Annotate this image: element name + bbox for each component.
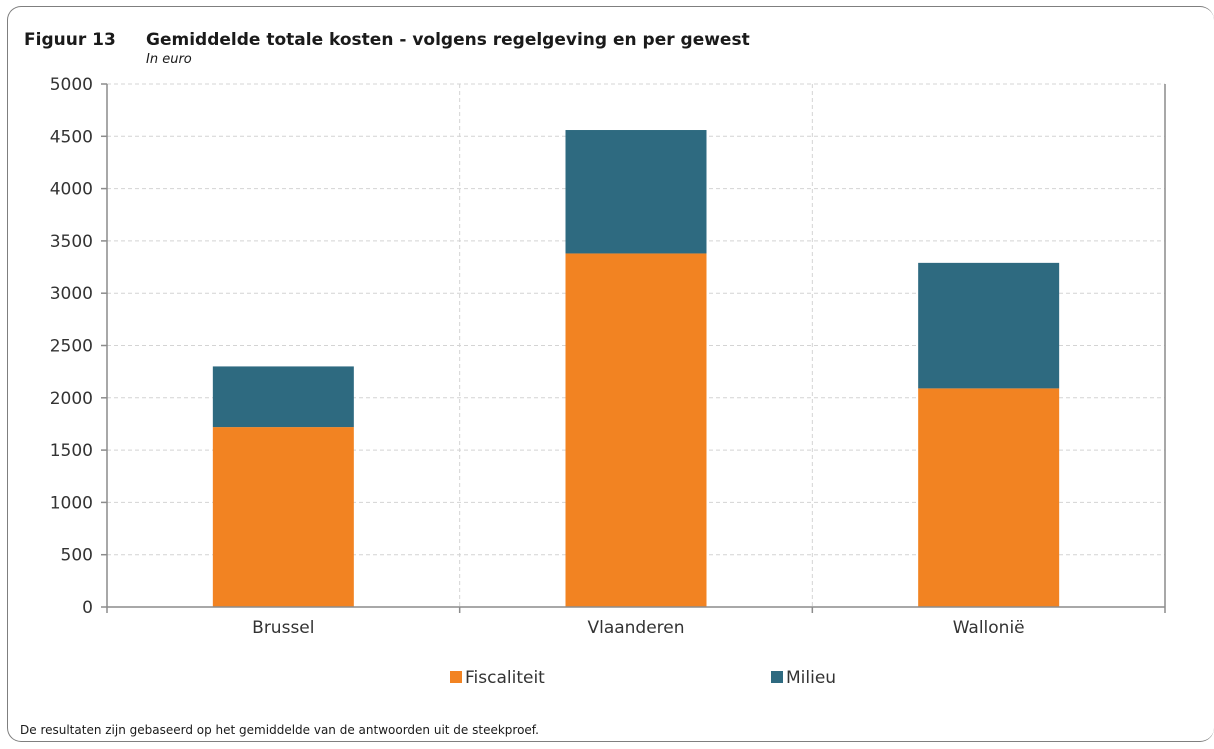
bars-group (212, 130, 1060, 607)
y-tick-label: 4000 (50, 180, 93, 200)
y-tick-label: 1000 (50, 493, 93, 513)
bar-milieu-2 (918, 262, 1060, 389)
legend-item-milieu: Milieu (771, 668, 836, 688)
y-tick-label: 2500 (50, 337, 93, 357)
y-tick-label: 1500 (50, 441, 93, 461)
y-tick-label: 5000 (50, 75, 93, 95)
x-tick-labels: Brussel Vlaanderen Wallonië (252, 618, 1024, 638)
x-tick-label: Vlaanderen (587, 618, 684, 638)
legend-swatch (450, 671, 462, 683)
axes-group (101, 83, 1166, 613)
legend: Fiscaliteit Milieu (450, 668, 836, 688)
figure-frame (7, 6, 1214, 742)
bar-fiscaliteit-2 (918, 388, 1060, 607)
y-tick-label: 0 (82, 598, 93, 618)
y-tick-labels: 0 500 1000 1500 2000 2500 3000 3500 4000 4500 5000 (50, 75, 93, 618)
y-tick-label: 500 (61, 546, 93, 566)
x-tick-label: Wallonië (953, 618, 1025, 638)
figure-label: Figuur 13 (24, 30, 116, 50)
legend-label: Milieu (786, 668, 836, 688)
y-tick-label: 3500 (50, 232, 93, 252)
y-tick-label: 4500 (50, 127, 93, 147)
y-tick-label: 3000 (50, 284, 93, 304)
bar-fiscaliteit-0 (212, 427, 354, 607)
bar-milieu-0 (212, 366, 354, 428)
legend-label: Fiscaliteit (465, 668, 545, 688)
y-tick-label: 2000 (50, 389, 93, 409)
footnote: De resultaten zijn gebaseerd op het gemi… (20, 723, 539, 737)
legend-swatch (771, 671, 783, 683)
bar-milieu-1 (565, 130, 707, 254)
chart-subtitle: In euro (146, 52, 192, 67)
legend-item-fiscaliteit: Fiscaliteit (450, 668, 545, 688)
x-tick-label: Brussel (252, 618, 314, 638)
chart-title: Gemiddelde totale kosten - volgens regel… (146, 30, 750, 50)
bar-fiscaliteit-1 (565, 253, 707, 607)
